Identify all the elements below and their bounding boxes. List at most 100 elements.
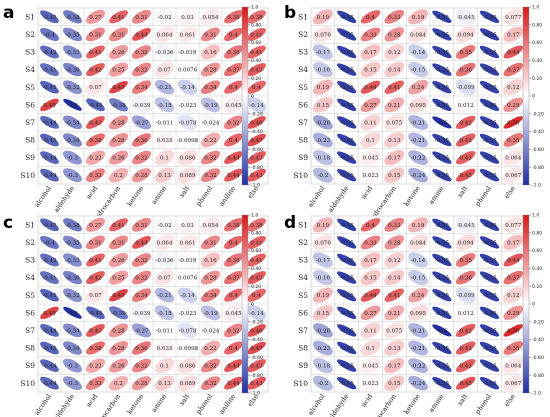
correlation-ellipse (177, 96, 198, 113)
row-label: S7 (25, 326, 35, 335)
cell-value: -0.32 (65, 85, 80, 91)
cell-value: -0.6 (67, 311, 78, 317)
cell-value: -0.55 (340, 32, 355, 38)
correlation-ellipse (503, 324, 523, 337)
cell-value: 0.36 (227, 50, 240, 56)
correlation-ellipse (224, 376, 243, 390)
cell-value: -0.55 (340, 381, 355, 387)
correlation-ellipse (408, 252, 429, 268)
correlation-ellipse (154, 8, 175, 26)
correlation-ellipse (200, 322, 221, 339)
correlation-ellipse (408, 340, 429, 356)
correlation-ellipse (455, 150, 476, 165)
correlation-ellipse (40, 27, 59, 41)
correlation-ellipse (360, 288, 381, 302)
correlation-ellipse (432, 133, 452, 147)
cell-value: 0.15 (317, 311, 330, 317)
correlation-ellipse (432, 116, 452, 129)
correlation-ellipse (86, 306, 105, 320)
colorbar (241, 214, 249, 394)
cell-value: -0.44 (42, 120, 57, 126)
cell-value: 0.023 (362, 173, 378, 179)
cell-value: 0.35 (507, 138, 520, 144)
correlation-ellipse (40, 376, 59, 390)
cell-value: 0.12 (507, 293, 520, 299)
cell-value: 0.42 (459, 120, 472, 126)
correlation-ellipse (154, 131, 175, 149)
correlation-ellipse (455, 79, 476, 96)
cell-value: -0.55 (435, 364, 450, 370)
correlation-ellipse (503, 341, 524, 355)
cell-value: 0.19 (317, 85, 330, 91)
correlation-ellipse (85, 79, 106, 96)
row-label: S3 (25, 48, 35, 57)
cell-value: 0.21 (388, 311, 400, 317)
column-label: phenol (195, 185, 215, 208)
cell-value: -0.55 (340, 156, 355, 162)
cell-value: 0.38 (89, 138, 102, 144)
correlation-ellipse (312, 287, 333, 303)
correlation-ellipse (63, 62, 82, 77)
correlation-ellipse (247, 27, 266, 41)
cell-value: 0.43 (250, 364, 263, 370)
cell-value: 0.23 (89, 364, 102, 370)
cell-value: -0.18 (316, 156, 331, 162)
cell-value: 0.094 (458, 240, 474, 246)
cell-value: -0.55 (435, 223, 450, 229)
correlation-ellipse (384, 114, 405, 131)
correlation-ellipse (313, 115, 333, 130)
cell-value: 0.1 (366, 138, 375, 144)
correlation-ellipse (108, 44, 129, 60)
cell-value: -0.27 (134, 120, 149, 126)
cell-value: 0.17 (507, 240, 520, 246)
column-label: else (503, 392, 517, 408)
correlation-ellipse (455, 234, 476, 251)
correlation-ellipse (456, 376, 476, 390)
correlation-ellipse (200, 358, 221, 373)
cell-value: 0.07 (158, 276, 171, 282)
correlation-ellipse (154, 322, 175, 339)
column-label: amine (427, 184, 445, 205)
cell-value: 0.46 (250, 120, 263, 126)
correlation-ellipse (337, 306, 357, 319)
cell-value: -0.55 (482, 32, 497, 38)
cell-value: 0.22 (204, 138, 217, 144)
correlation-ellipse (154, 26, 175, 43)
row-label: S6 (298, 100, 308, 109)
cell-value: -0.45 (88, 311, 103, 317)
cell-value: 0.41 (250, 240, 262, 246)
cell-value: -0.24 (411, 381, 426, 387)
correlation-ellipse (154, 79, 175, 95)
correlation-ellipse (40, 168, 59, 182)
cell-value: -0.45 (42, 346, 57, 352)
row-label: S1 (298, 220, 308, 229)
correlation-ellipse (86, 133, 105, 147)
cell-value: -0.32 (65, 293, 80, 299)
correlation-ellipse (455, 62, 476, 77)
cell-value: 0.095 (410, 311, 426, 317)
correlation-ellipse (408, 358, 429, 374)
cell-value: 0.38 (227, 15, 240, 21)
correlation-ellipse (108, 375, 129, 391)
correlation-ellipse (177, 251, 198, 269)
correlation-ellipse (384, 288, 405, 302)
correlation-ellipse (40, 63, 59, 77)
cell-value: -0.55 (482, 346, 497, 352)
correlation-ellipse (154, 305, 175, 321)
cell-value: 0.32 (227, 120, 240, 126)
cell-value: -0.26 (316, 120, 331, 126)
correlation-ellipse (360, 44, 381, 60)
correlation-ellipse (86, 341, 105, 355)
cell-value: 0.045 (225, 103, 241, 109)
correlation-ellipse (408, 304, 429, 321)
cell-value: 0.24 (412, 85, 425, 91)
cell-value: 0.14 (388, 276, 401, 282)
cell-value: 0.077 (505, 15, 521, 21)
column-label: aniline (218, 184, 238, 207)
cell-value: 0.31 (112, 32, 124, 38)
cell-value: -0.078 (179, 120, 197, 126)
cell-value: 0.41 (250, 32, 262, 38)
correlation-ellipse (455, 96, 476, 114)
row-label: S1 (25, 220, 35, 229)
cell-value: -0.38 (65, 15, 80, 21)
